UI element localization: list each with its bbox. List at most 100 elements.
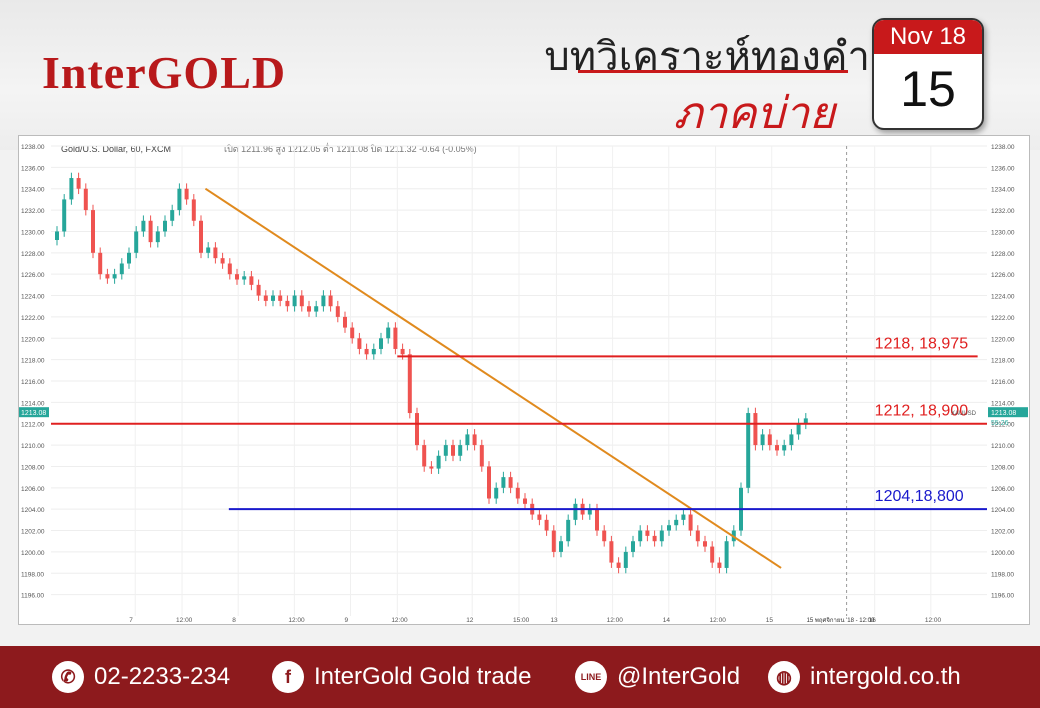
phone-number: 02-2233-234	[94, 663, 231, 690]
y-tick-label-left: 1200.00	[21, 550, 45, 557]
phone-icon: ✆	[52, 661, 84, 693]
line-icon: LINE	[575, 661, 607, 693]
footer-facebook[interactable]: f InterGold Gold trade	[272, 660, 531, 694]
candle-body	[573, 503, 578, 520]
y-tick-label-left: 1226.00	[21, 272, 45, 279]
candle-body	[314, 306, 319, 312]
candle-body	[134, 231, 139, 253]
website-url: intergold.co.th	[810, 663, 961, 690]
x-tick-label: 7	[129, 617, 133, 624]
candle-body	[98, 252, 103, 275]
candle-body	[753, 413, 758, 446]
candle-body	[335, 306, 340, 317]
candle-body	[659, 530, 664, 542]
y-tick-label-right: 1224.00	[991, 294, 1015, 301]
symbol-tag: XAUUSD	[951, 411, 977, 417]
y-tick-label-left: 1204.00	[21, 507, 45, 514]
y-tick-label-right: 1210.00	[991, 443, 1015, 450]
candle-body	[566, 519, 571, 542]
footer-line[interactable]: LINE @InterGold	[575, 660, 740, 694]
x-tick-label: 15:00	[513, 617, 530, 624]
candle-body	[515, 487, 520, 499]
globe-icon: ◍	[768, 661, 800, 693]
y-tick-label-left: 1206.00	[21, 486, 45, 493]
candle-body	[746, 413, 751, 488]
candle-body	[271, 295, 275, 301]
x-tick-label: 13	[550, 617, 558, 624]
calendar-day: 15	[900, 61, 956, 117]
candle-body	[494, 487, 499, 499]
candle-body	[487, 466, 491, 499]
candle-body	[710, 546, 715, 563]
x-tick-label: 15	[766, 617, 774, 624]
candle-body	[343, 316, 347, 328]
footer-phone[interactable]: ✆ 02-2233-234	[52, 660, 230, 694]
candle-body	[775, 445, 779, 451]
trendline	[204, 187, 782, 569]
candle-body	[62, 199, 67, 232]
candle-body	[703, 541, 707, 547]
x-tick-label: 12:00	[925, 617, 942, 624]
y-tick-label-right: 1198.00	[991, 571, 1014, 578]
y-tick-label-left: 1218.00	[21, 358, 45, 365]
x-tick-label: 12:00	[288, 617, 305, 624]
candle-body	[407, 354, 412, 414]
candle-body	[285, 300, 290, 307]
candle-body	[91, 210, 95, 253]
candle-body	[227, 263, 232, 275]
candle-body	[177, 188, 182, 211]
candle-body	[148, 220, 153, 243]
candle-body	[652, 535, 657, 542]
candle-body	[472, 434, 477, 446]
candle-body	[688, 514, 693, 531]
candle-body	[544, 519, 549, 531]
candle-body	[429, 466, 434, 469]
candle-body	[760, 434, 765, 446]
footer-website[interactable]: ◍ intergold.co.th	[768, 660, 961, 694]
candle-body	[501, 477, 506, 488]
line-id: @InterGold	[617, 663, 741, 690]
candle-body	[587, 509, 592, 515]
y-tick-label-right: 1226.00	[991, 272, 1015, 279]
price-chart: Gold/U.S. Dollar, 60, FXCM เปิด 1211.96 …	[18, 135, 1030, 625]
candle-body	[458, 445, 463, 456]
candle-body	[551, 530, 556, 552]
candle-body	[105, 274, 110, 279]
candle-body	[415, 413, 419, 446]
y-tick-label-right: 1222.00	[991, 315, 1015, 322]
x-tick-label: 12:00	[391, 617, 408, 624]
page-subtitle: ภาคบ่าย	[673, 89, 835, 138]
y-tick-label-left: 1234.00	[21, 187, 45, 194]
calendar-badge: Nov 18 15	[872, 18, 984, 130]
y-tick-label-right: 1228.00	[991, 251, 1015, 258]
y-tick-label-left: 1232.00	[21, 208, 45, 215]
price-tag-left-label: 1213.08	[21, 410, 46, 417]
candle-body	[789, 434, 794, 446]
candle-body	[379, 338, 383, 349]
y-tick-label-left: 1202.00	[21, 529, 45, 536]
candle-body	[220, 258, 225, 264]
y-tick-label-left: 1230.00	[21, 229, 45, 236]
candle-body	[206, 247, 211, 253]
candle-body	[199, 220, 203, 253]
y-tick-label-left: 1236.00	[21, 165, 45, 172]
y-tick-label-right: 1238.00	[991, 144, 1015, 151]
candle-body	[163, 220, 167, 232]
candle-body	[184, 188, 189, 200]
candle-body	[170, 210, 175, 221]
candle-body	[508, 477, 513, 488]
x-tick-label: 16	[869, 617, 877, 624]
candle-body	[767, 434, 772, 446]
x-tick-label: 14	[663, 617, 671, 624]
candle-body	[69, 178, 74, 200]
level-label: 1218, 18,975	[875, 335, 969, 352]
y-tick-label-left: 1212.00	[21, 422, 45, 429]
candle-body	[796, 423, 801, 435]
y-tick-label-left: 1228.00	[21, 251, 45, 258]
y-tick-label-right: 1218.00	[991, 358, 1015, 365]
y-tick-label-left: 1222.00	[21, 315, 45, 322]
candle-body	[393, 327, 398, 349]
y-tick-label-right: 1200.00	[991, 550, 1015, 557]
candle-body	[371, 348, 376, 355]
candle-body	[631, 541, 635, 552]
